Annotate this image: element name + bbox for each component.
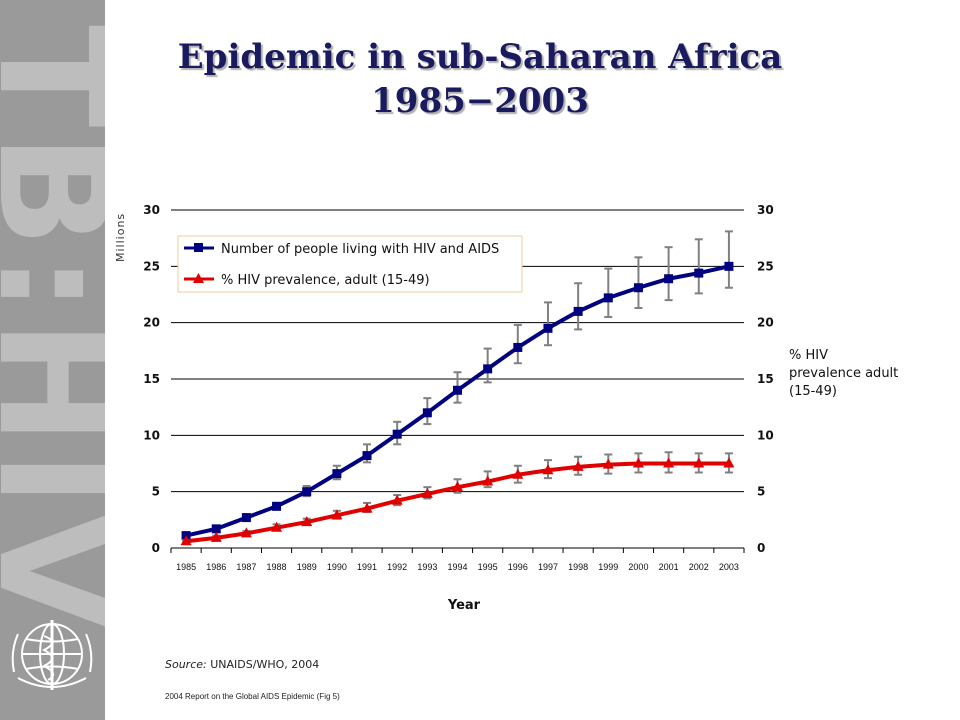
x-tick-label: 1992 (387, 562, 407, 572)
data-point (422, 408, 432, 418)
data-point (210, 531, 222, 542)
series-line (185, 461, 729, 544)
data-point (512, 468, 524, 479)
x-tick-label: 1991 (357, 562, 377, 572)
x-tick-label: 2000 (628, 562, 648, 572)
y-tick-label-right: 30 (757, 203, 774, 217)
data-point (240, 527, 252, 538)
y-tick-label-right: 25 (757, 259, 774, 273)
y-tick-label-right: 15 (757, 372, 774, 386)
legend-label-hiv-number: Number of people living with HIV and AID… (221, 242, 499, 257)
data-point (724, 261, 734, 271)
x-tick-label: 1998 (568, 562, 588, 572)
data-point (211, 524, 221, 534)
y-tick-label-right: 5 (757, 485, 765, 499)
y-axis-left-label: Millions (114, 213, 127, 262)
y-tick-label-right: 20 (757, 316, 774, 330)
data-point (543, 323, 553, 333)
data-point (453, 385, 462, 395)
legend-label-hiv-prevalence: % HIV prevalence, adult (15-49) (221, 273, 430, 288)
data-point (694, 268, 704, 278)
x-tick-label: 2001 (659, 562, 679, 572)
data-point (180, 535, 192, 546)
y-tick-label-left: 10 (143, 428, 160, 442)
y-tick-label-left: 15 (143, 372, 160, 386)
data-point (421, 487, 433, 498)
data-point (602, 458, 614, 469)
side-banner: TB:HIV (0, 0, 105, 720)
data-point (542, 464, 554, 475)
data-point (573, 306, 583, 316)
source-label: Source: (165, 658, 207, 671)
data-point (603, 293, 613, 303)
series-hiv-prevalence (180, 451, 735, 546)
who-emblem-icon (11, 620, 93, 690)
x-tick-label: 1987 (236, 562, 256, 572)
y-tick-label-left: 0 (152, 541, 160, 555)
x-tick-label: 1985 (176, 562, 196, 572)
source-line: Source: UNAIDS/WHO, 2004 (165, 658, 319, 671)
data-point (513, 342, 523, 352)
y-tick-label-right: 10 (757, 428, 774, 442)
report-citation: 2004 Report on the Global AIDS Epidemic … (165, 692, 340, 701)
axis-layer: 0 0 5 5 10 10 15 15 20 20 25 25 30 30 1985 1986 1987 1988… (143, 203, 773, 572)
data-point (241, 513, 251, 523)
x-tick-label: 1997 (538, 562, 558, 572)
legend-marker-hiv-prevalence (193, 273, 204, 283)
source-text: UNAIDS/WHO, 2004 (210, 658, 320, 671)
data-point (664, 274, 674, 284)
data-point (391, 494, 403, 505)
x-tick-label: 1999 (598, 562, 618, 572)
data-point (301, 516, 313, 527)
data-point (693, 457, 705, 468)
legend: Number of people living with HIV and AID… (177, 235, 523, 293)
data-point (452, 481, 463, 492)
data-point (331, 509, 343, 520)
x-tick-label: 1993 (417, 562, 437, 572)
data-point (392, 429, 402, 439)
data-point (572, 460, 584, 471)
x-tick-label: 2003 (719, 562, 739, 572)
x-tick-label: 2002 (689, 562, 709, 572)
data-point (632, 457, 644, 468)
data-point (483, 364, 493, 374)
x-tick-label: 1996 (508, 562, 528, 572)
data-point (271, 521, 283, 532)
x-tick-label: 1990 (327, 562, 347, 572)
page-title-line2: 1985−2003 (371, 81, 589, 121)
data-point (272, 501, 282, 511)
data-point (482, 475, 494, 486)
page-title: Epidemic in sub-Saharan Africa 1985−2003 (130, 35, 830, 123)
x-tick-label: 1994 (447, 562, 467, 572)
page-title-line1: Epidemic in sub-Saharan Africa (177, 37, 783, 77)
x-tick-label: 1988 (267, 562, 287, 572)
legend-box (177, 235, 523, 293)
x-tick-label: 1995 (478, 562, 498, 572)
legend-marker-hiv-number (194, 243, 203, 252)
y-tick-label-left: 30 (143, 203, 160, 217)
data-point (633, 283, 643, 293)
y-axis-right-label: % HIV prevalence adult (15-49) (789, 348, 899, 399)
y-tick-label-left: 25 (143, 259, 160, 273)
series-layer (180, 230, 735, 546)
y-tick-label-left: 20 (143, 316, 160, 330)
data-point (723, 457, 735, 468)
x-axis-label: Year (447, 598, 481, 613)
y-tick-label-right: 0 (757, 541, 765, 555)
x-tick-label: 1989 (297, 562, 317, 572)
data-point (361, 502, 373, 513)
data-point (362, 451, 372, 461)
x-tick-label: 1986 (206, 562, 226, 572)
data-point (302, 487, 312, 497)
data-point (663, 457, 675, 468)
data-point (332, 469, 342, 479)
y-tick-label-left: 5 (152, 485, 160, 499)
